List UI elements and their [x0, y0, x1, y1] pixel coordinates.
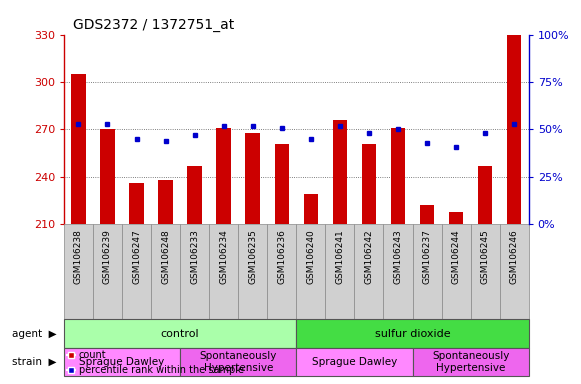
Text: GSM106245: GSM106245	[480, 229, 490, 284]
Bar	[100, 129, 115, 224]
Bar	[296, 348, 413, 376]
Bar	[391, 128, 406, 224]
Bar	[303, 194, 318, 224]
Text: GSM106243: GSM106243	[393, 229, 403, 284]
Bar	[93, 224, 122, 319]
Legend: count, percentile rank within the sample: count, percentile rank within the sample	[63, 346, 248, 379]
Bar	[325, 224, 354, 319]
Bar	[507, 35, 522, 224]
Bar	[209, 224, 238, 319]
Bar	[471, 224, 500, 319]
Text: Sprague Dawley: Sprague Dawley	[80, 357, 164, 367]
Bar	[130, 183, 144, 224]
Bar	[500, 224, 529, 319]
Bar	[354, 224, 383, 319]
Text: agent  ▶: agent ▶	[12, 329, 56, 339]
Bar	[71, 74, 86, 224]
Text: Spontaneously
Hypertensive: Spontaneously Hypertensive	[432, 351, 510, 373]
Bar	[361, 144, 376, 224]
Bar	[158, 180, 173, 224]
Text: GSM106240: GSM106240	[306, 229, 315, 284]
Text: GSM106237: GSM106237	[422, 229, 432, 284]
Text: GSM106242: GSM106242	[364, 229, 374, 284]
Text: GSM106236: GSM106236	[277, 229, 286, 284]
Text: GSM106235: GSM106235	[248, 229, 257, 284]
Bar	[267, 224, 296, 319]
Text: GSM106247: GSM106247	[132, 229, 141, 284]
Bar	[122, 224, 151, 319]
Text: control: control	[161, 329, 199, 339]
Bar	[64, 224, 93, 319]
Bar	[296, 319, 529, 348]
Text: GSM106241: GSM106241	[335, 229, 345, 284]
Bar	[217, 128, 231, 224]
Text: GSM106248: GSM106248	[161, 229, 170, 284]
Text: GSM106238: GSM106238	[74, 229, 83, 284]
Bar	[180, 224, 209, 319]
Bar	[296, 224, 325, 319]
Text: GSM106233: GSM106233	[190, 229, 199, 284]
Bar	[478, 166, 493, 224]
Bar	[332, 120, 347, 224]
Text: strain  ▶: strain ▶	[12, 357, 56, 367]
Bar	[64, 319, 296, 348]
Text: GSM106244: GSM106244	[451, 229, 461, 284]
Text: Spontaneously
Hypertensive: Spontaneously Hypertensive	[199, 351, 277, 373]
Text: GDS2372 / 1372751_at: GDS2372 / 1372751_at	[73, 18, 235, 32]
Bar	[413, 224, 442, 319]
Bar	[151, 224, 180, 319]
Text: sulfur dioxide: sulfur dioxide	[375, 329, 450, 339]
Text: GSM106246: GSM106246	[510, 229, 519, 284]
Text: GSM106234: GSM106234	[219, 229, 228, 284]
Bar	[245, 132, 260, 224]
Text: GSM106239: GSM106239	[103, 229, 112, 284]
Bar	[413, 348, 529, 376]
Bar	[238, 224, 267, 319]
Bar	[449, 212, 464, 224]
Text: Sprague Dawley: Sprague Dawley	[312, 357, 397, 367]
Bar	[383, 224, 413, 319]
Bar	[180, 348, 296, 376]
Bar	[187, 166, 202, 224]
Bar	[442, 224, 471, 319]
Bar	[420, 205, 435, 224]
Bar	[275, 144, 289, 224]
Bar	[64, 348, 180, 376]
